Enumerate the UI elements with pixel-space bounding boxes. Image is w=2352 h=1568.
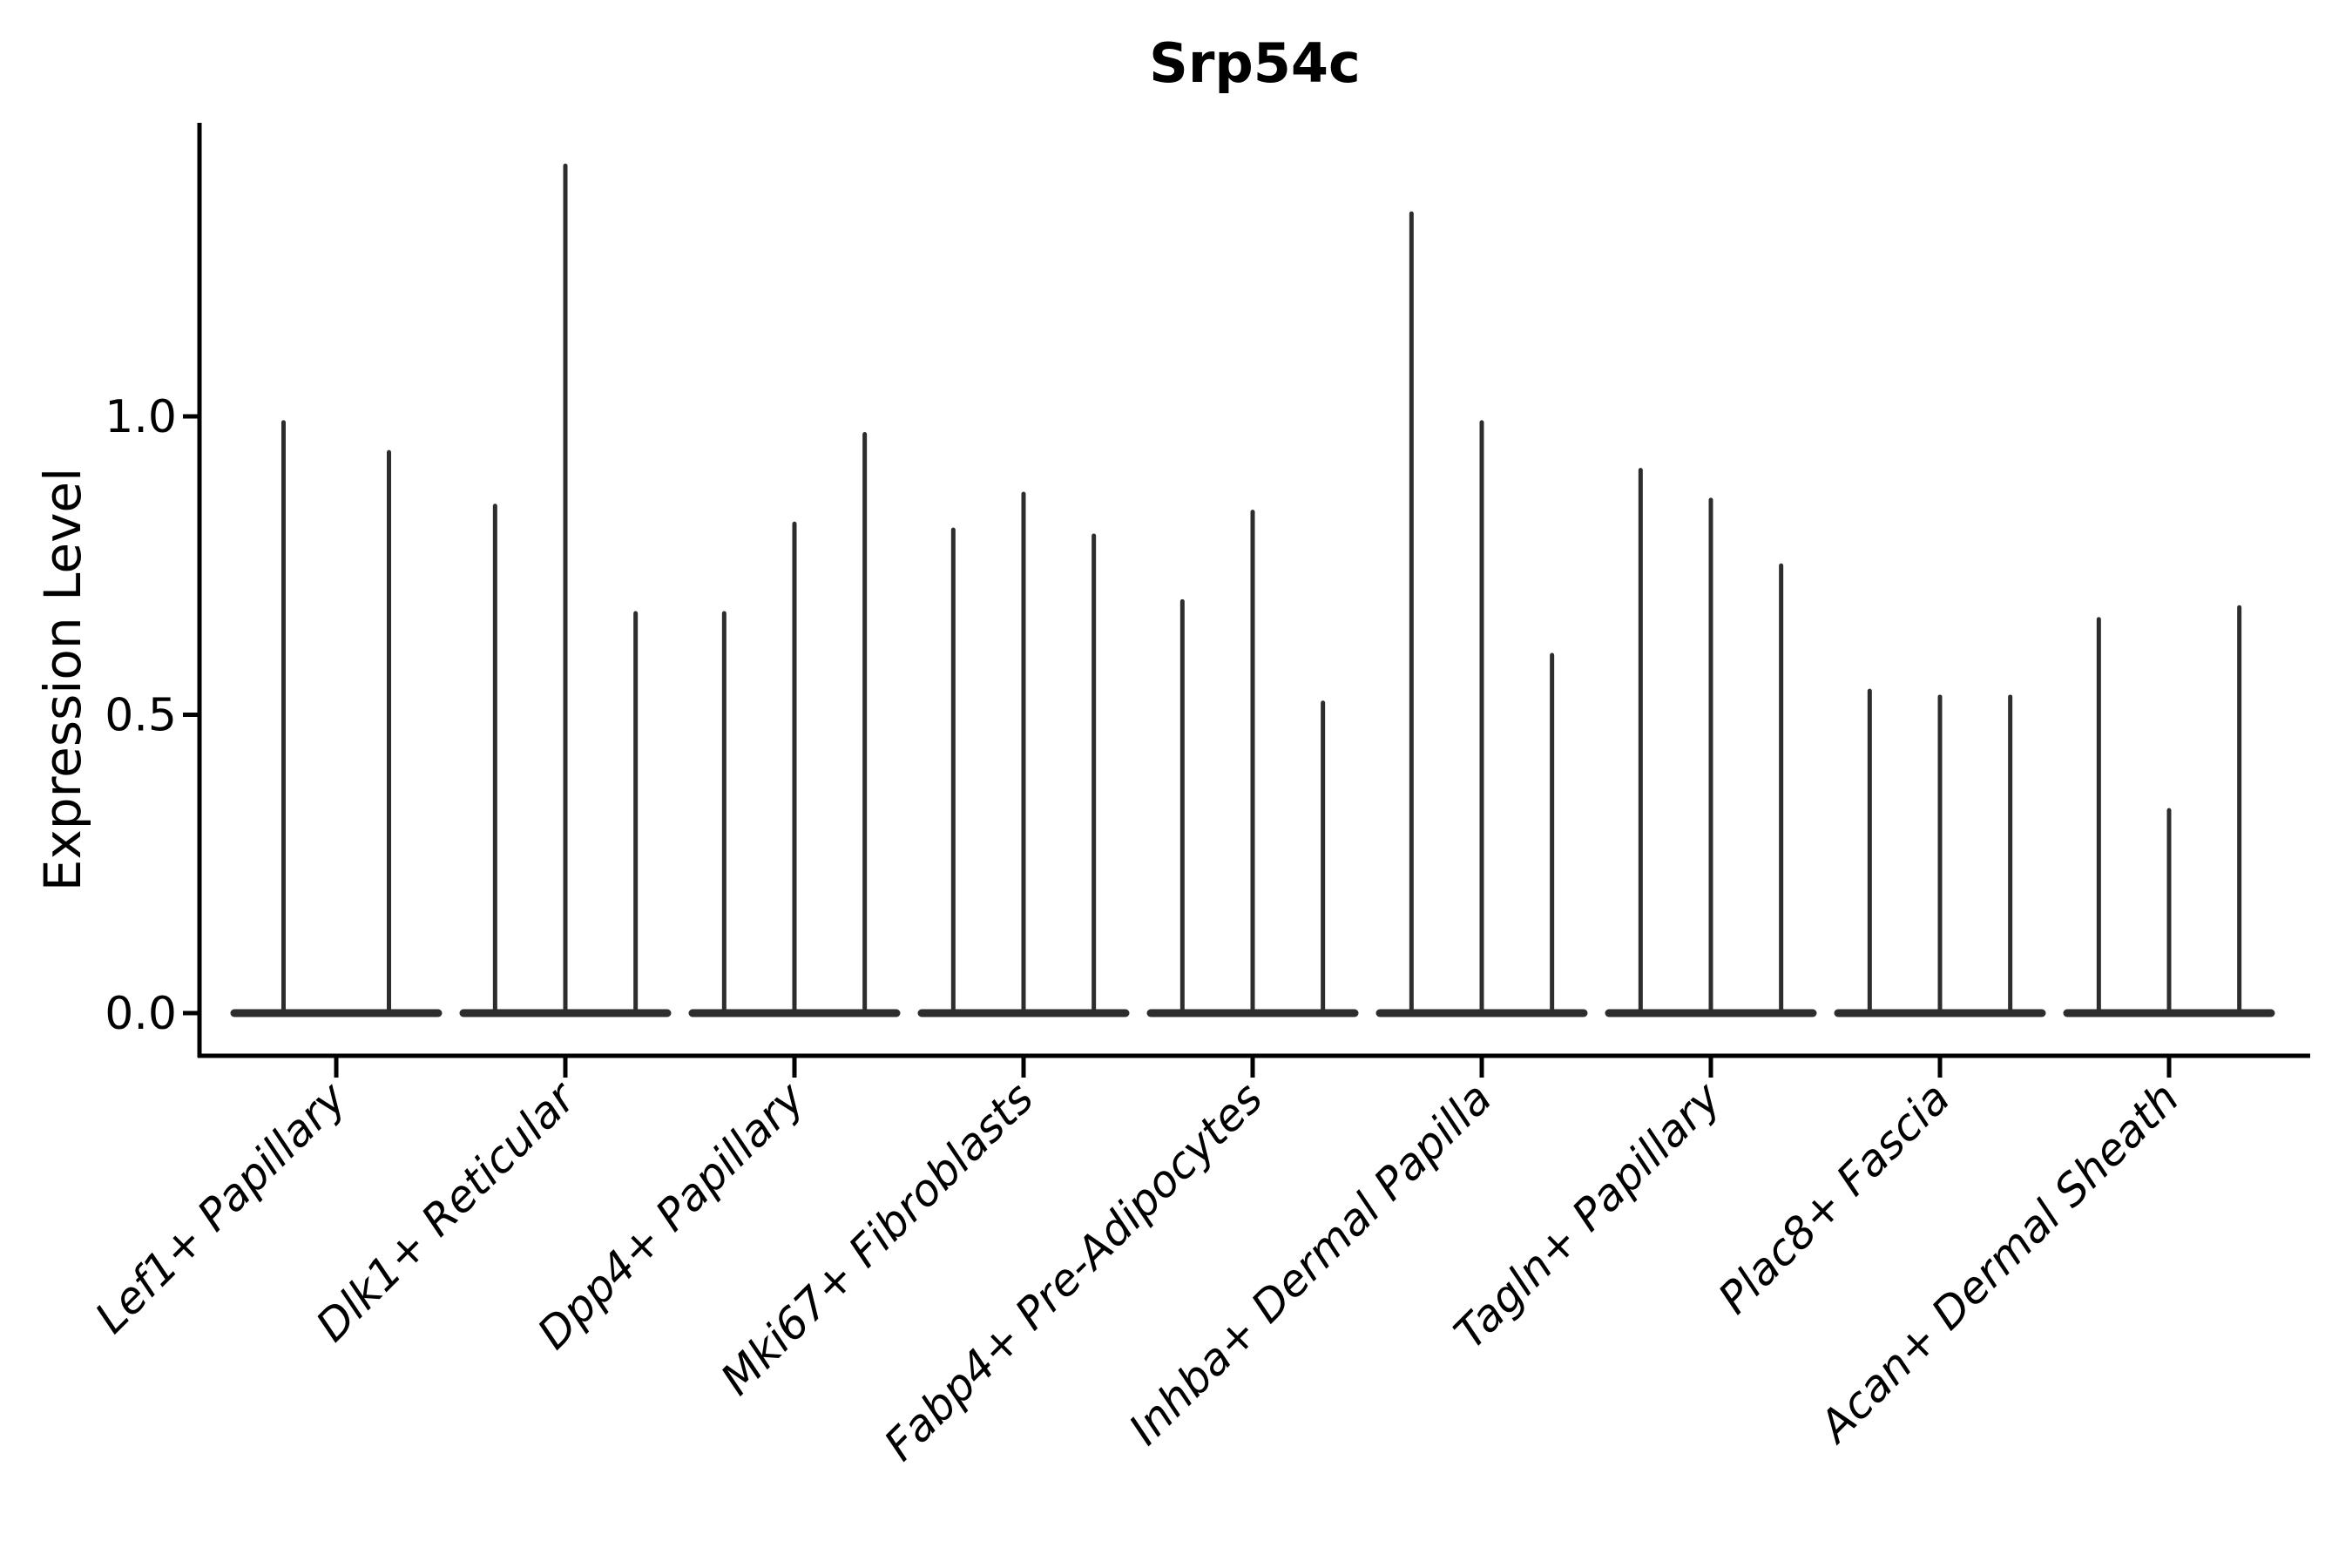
x-category-label: Inhba+ Dermal Papilla (1119, 1072, 1501, 1454)
chart-title: Srp54c (1149, 31, 1361, 95)
y-tick-label: 0.0 (105, 988, 177, 1040)
x-category-label: Lef1+ Papillary (85, 1071, 356, 1342)
y-tick-label: 1.0 (105, 391, 177, 443)
y-tick-label: 0.5 (105, 690, 177, 742)
x-category-label: Acan+ Dermal Sheath (1808, 1072, 2189, 1453)
x-category-label: Fabp4+ Pre-Adipocytes (875, 1072, 1273, 1470)
x-category-label: Plac8+ Fascia (1709, 1072, 1960, 1323)
